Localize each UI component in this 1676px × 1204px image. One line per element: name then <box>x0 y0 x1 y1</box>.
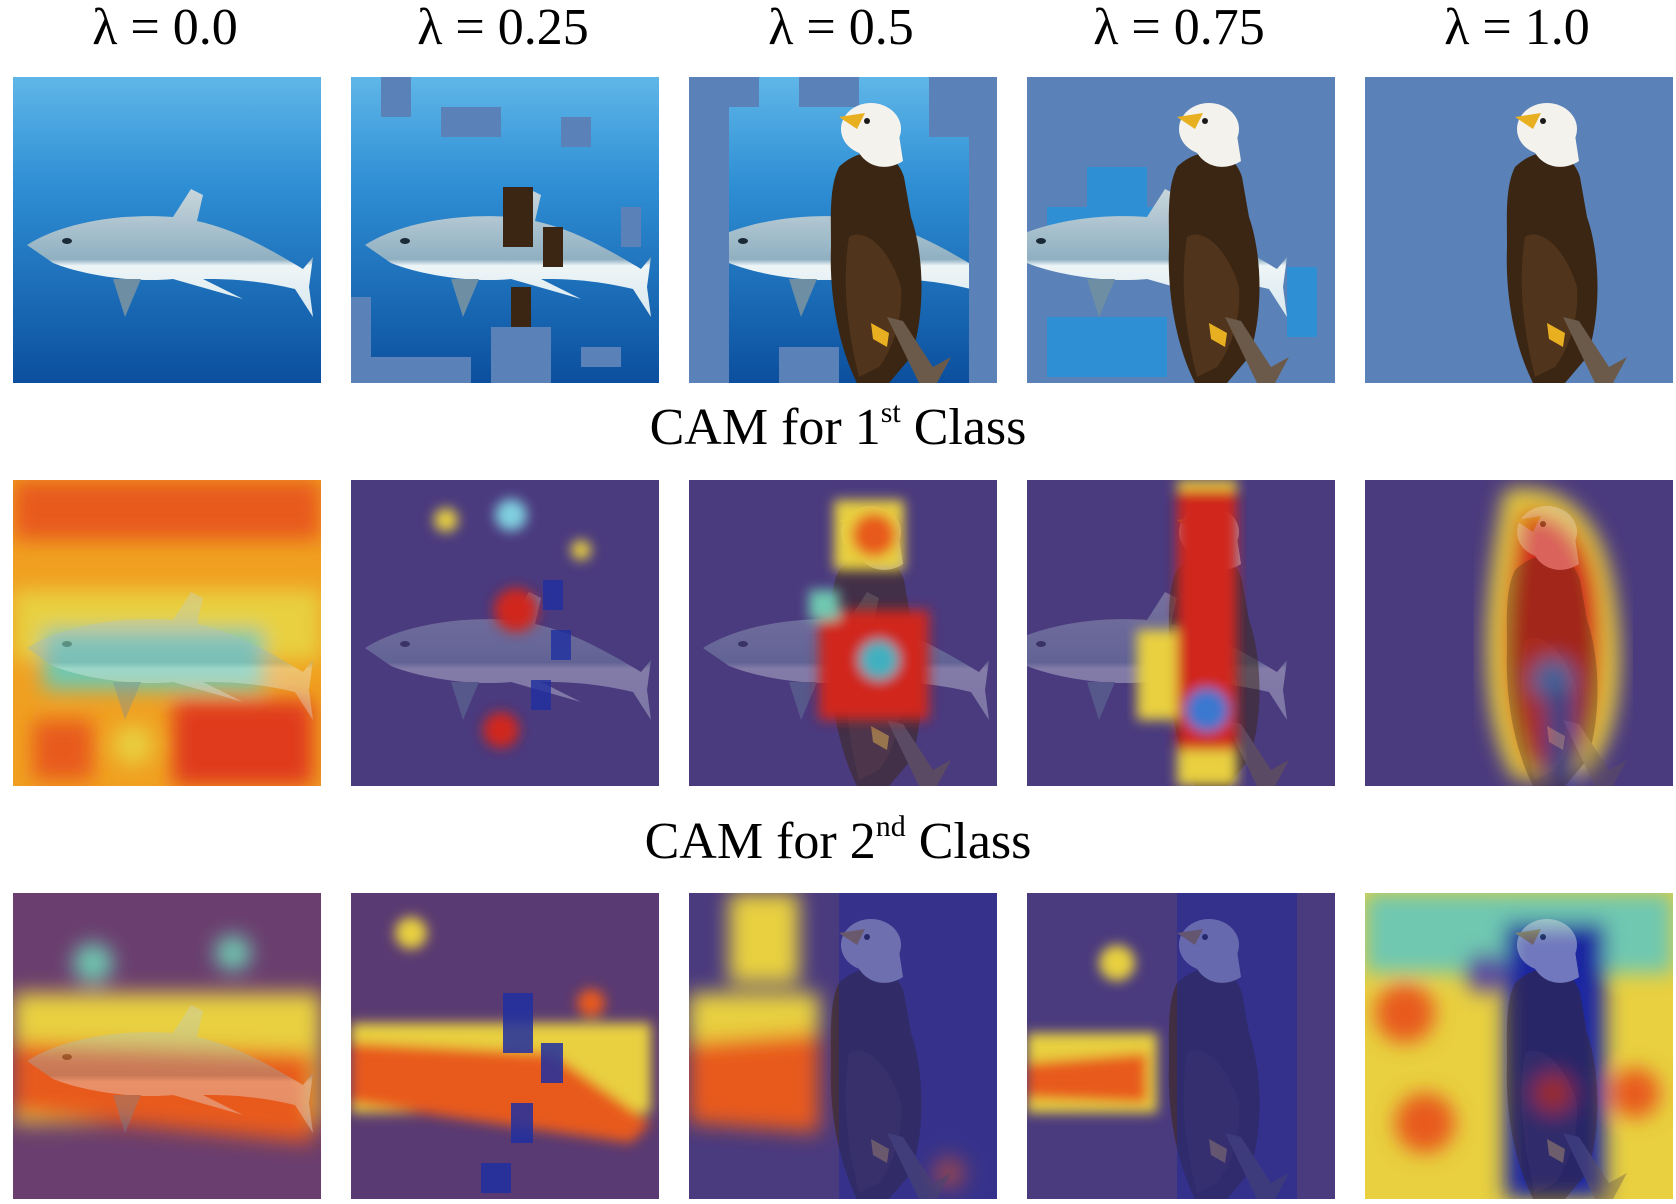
mixed-image-lambda-0 <box>13 77 321 383</box>
cam2-lambda-1 <box>1365 893 1673 1199</box>
mixed-image-lambda-025 <box>351 77 659 383</box>
lambda-label-1: λ = 1.0 <box>1444 0 1590 56</box>
cam2-lambda-025 <box>351 893 659 1199</box>
caption-cam-first-class: CAM for 1st Class <box>0 398 1676 458</box>
cam2-lambda-075 <box>1027 893 1335 1199</box>
caption-cam2-suffix: Class <box>905 813 1032 870</box>
lambda-label-025: λ = 0.25 <box>417 0 589 56</box>
cam2-lambda-05 <box>689 893 997 1199</box>
lambda-label-05: λ = 0.5 <box>768 0 914 56</box>
lambda-label-0: λ = 0.0 <box>92 0 238 56</box>
mixed-image-lambda-05 <box>689 77 997 383</box>
cam1-lambda-05 <box>689 480 997 786</box>
cam1-lambda-1 <box>1365 480 1673 786</box>
mixed-image-lambda-1 <box>1365 77 1673 383</box>
mixed-image-lambda-075 <box>1027 77 1335 383</box>
lambda-label-075: λ = 0.75 <box>1093 0 1265 56</box>
cam1-lambda-0 <box>13 480 321 786</box>
cam2-lambda-0 <box>13 893 321 1199</box>
caption-cam1-sup: st <box>880 396 901 429</box>
cam1-lambda-075 <box>1027 480 1335 786</box>
caption-cam1-suffix: Class <box>900 399 1027 456</box>
caption-cam2-sup: nd <box>875 810 906 843</box>
caption-cam2-prefix: CAM for 2 <box>644 813 876 870</box>
caption-cam-second-class: CAM for 2nd Class <box>0 812 1676 872</box>
cam1-lambda-025 <box>351 480 659 786</box>
caption-cam1-prefix: CAM for 1 <box>649 399 881 456</box>
